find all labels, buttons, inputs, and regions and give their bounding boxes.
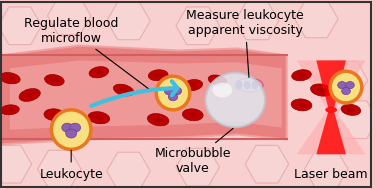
Ellipse shape: [325, 107, 337, 113]
Ellipse shape: [118, 88, 129, 93]
Ellipse shape: [206, 73, 265, 127]
Text: Measure leukocyte
apparent viscosity: Measure leukocyte apparent viscosity: [186, 9, 304, 77]
Ellipse shape: [0, 73, 20, 84]
Polygon shape: [107, 152, 150, 189]
Ellipse shape: [172, 87, 182, 95]
Ellipse shape: [5, 108, 15, 112]
Polygon shape: [305, 150, 348, 188]
Polygon shape: [316, 60, 346, 108]
Ellipse shape: [297, 73, 306, 77]
Polygon shape: [297, 112, 366, 154]
Ellipse shape: [338, 81, 346, 89]
Ellipse shape: [62, 123, 73, 132]
Text: Leukocyte: Leukocyte: [39, 150, 103, 180]
Ellipse shape: [88, 112, 110, 124]
Ellipse shape: [94, 70, 104, 75]
Ellipse shape: [252, 81, 258, 89]
Ellipse shape: [94, 115, 104, 120]
Ellipse shape: [346, 108, 356, 112]
Text: Regulate blood
microflow: Regulate blood microflow: [24, 17, 148, 88]
Polygon shape: [0, 7, 41, 45]
Ellipse shape: [0, 105, 19, 115]
Circle shape: [330, 71, 362, 103]
Polygon shape: [176, 7, 220, 45]
PathPatch shape: [10, 60, 282, 130]
Polygon shape: [297, 60, 366, 108]
Ellipse shape: [341, 104, 361, 115]
Ellipse shape: [244, 81, 250, 89]
Ellipse shape: [296, 102, 307, 107]
Text: Laser beam: Laser beam: [294, 168, 368, 180]
Ellipse shape: [311, 84, 332, 96]
Ellipse shape: [188, 83, 198, 87]
Ellipse shape: [188, 112, 198, 117]
Circle shape: [156, 76, 190, 110]
Ellipse shape: [342, 88, 350, 95]
Ellipse shape: [212, 83, 232, 98]
Text: Microbubble
valve: Microbubble valve: [155, 128, 233, 175]
Ellipse shape: [153, 73, 163, 77]
Ellipse shape: [66, 129, 77, 138]
Ellipse shape: [5, 76, 15, 81]
Ellipse shape: [148, 70, 168, 81]
Ellipse shape: [208, 75, 227, 85]
Ellipse shape: [316, 88, 327, 93]
Ellipse shape: [182, 109, 203, 121]
Polygon shape: [245, 145, 289, 183]
Ellipse shape: [164, 87, 174, 95]
Ellipse shape: [292, 70, 311, 81]
Circle shape: [52, 110, 91, 149]
PathPatch shape: [0, 46, 287, 144]
Ellipse shape: [346, 81, 354, 89]
Ellipse shape: [44, 109, 65, 121]
Ellipse shape: [236, 81, 242, 89]
Ellipse shape: [114, 84, 134, 96]
Polygon shape: [235, 2, 279, 40]
Polygon shape: [316, 112, 346, 154]
Ellipse shape: [19, 89, 40, 101]
Polygon shape: [47, 0, 91, 35]
Ellipse shape: [213, 78, 222, 82]
Polygon shape: [176, 148, 220, 186]
Polygon shape: [324, 61, 368, 99]
Ellipse shape: [70, 123, 80, 132]
Ellipse shape: [49, 112, 59, 117]
Ellipse shape: [89, 67, 109, 78]
Ellipse shape: [183, 80, 203, 91]
Polygon shape: [294, 0, 338, 38]
FancyBboxPatch shape: [0, 1, 372, 188]
Ellipse shape: [332, 73, 350, 83]
Ellipse shape: [50, 78, 59, 82]
Ellipse shape: [153, 117, 164, 122]
Ellipse shape: [235, 78, 263, 92]
Ellipse shape: [337, 76, 346, 80]
Ellipse shape: [168, 93, 177, 101]
Ellipse shape: [24, 92, 35, 98]
Polygon shape: [334, 101, 376, 139]
Polygon shape: [38, 150, 81, 188]
Ellipse shape: [45, 74, 64, 86]
Ellipse shape: [291, 99, 312, 111]
Polygon shape: [107, 2, 150, 40]
Polygon shape: [0, 145, 32, 183]
Ellipse shape: [147, 114, 169, 126]
